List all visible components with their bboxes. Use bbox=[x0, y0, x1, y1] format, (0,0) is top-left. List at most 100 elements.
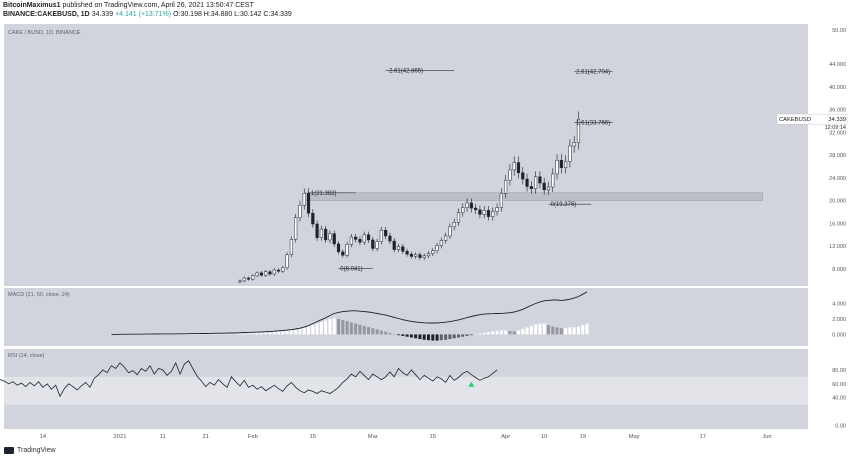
candle-body bbox=[281, 267, 285, 272]
macd-histogram-bar bbox=[349, 322, 353, 335]
macd-histogram-bar bbox=[439, 334, 443, 341]
candle bbox=[371, 236, 375, 252]
macd-histogram-bar bbox=[499, 330, 503, 335]
candle bbox=[302, 188, 306, 210]
candle bbox=[294, 213, 298, 243]
time-tick-label: 15 bbox=[430, 434, 436, 440]
price-tick-label: 28.000 bbox=[829, 153, 846, 159]
macd-histogram-bar bbox=[388, 332, 392, 335]
price-tick-label: 20.000 bbox=[829, 199, 846, 205]
candle-body bbox=[478, 209, 482, 215]
candle bbox=[512, 156, 516, 176]
candle-body bbox=[289, 239, 293, 255]
candle-body bbox=[336, 243, 341, 253]
symbol-name: BINANCE:CAKEBUSD, 1D bbox=[3, 11, 90, 18]
candle bbox=[559, 154, 563, 174]
macd-histogram-bar bbox=[302, 327, 306, 335]
macd-histogram-bar bbox=[367, 327, 371, 335]
candle-body bbox=[366, 234, 371, 241]
candle-body bbox=[349, 236, 353, 245]
candle bbox=[298, 200, 302, 222]
candle-body bbox=[456, 212, 461, 223]
price-tick-label: 16.000 bbox=[829, 221, 846, 227]
candle bbox=[568, 139, 572, 168]
macd-histogram-bar bbox=[255, 333, 259, 335]
macd-histogram-bar bbox=[272, 332, 276, 335]
candle-body bbox=[396, 246, 401, 250]
candle bbox=[495, 203, 499, 216]
candle bbox=[486, 206, 491, 221]
bar-countdown: 12:09:14 bbox=[825, 125, 846, 131]
macd-histogram-bar bbox=[465, 334, 469, 336]
time-tick-label: Mar bbox=[368, 434, 378, 440]
candle bbox=[251, 274, 255, 281]
candle-body bbox=[461, 207, 465, 213]
time-tick-label: 15 bbox=[310, 434, 316, 440]
pane-background bbox=[4, 288, 808, 346]
macd-histogram-bar bbox=[435, 334, 439, 341]
macd-histogram-bar bbox=[538, 323, 542, 335]
candle-body bbox=[298, 204, 302, 218]
candle-body bbox=[276, 269, 281, 272]
macd-histogram-bar bbox=[375, 329, 379, 335]
candle bbox=[452, 218, 456, 231]
candle bbox=[469, 198, 473, 213]
candle bbox=[289, 236, 293, 258]
macd-histogram-bar bbox=[401, 334, 405, 336]
candle bbox=[362, 231, 366, 246]
candle-body bbox=[242, 277, 246, 282]
macd-histogram-bar bbox=[285, 330, 289, 335]
candle-body bbox=[439, 240, 443, 246]
candle bbox=[311, 209, 315, 228]
candle bbox=[499, 188, 503, 212]
price-tick-label: 50.00 bbox=[832, 28, 846, 34]
candle bbox=[435, 242, 439, 254]
candle bbox=[259, 271, 263, 277]
publish-info: published on TradingView.com, April 26, … bbox=[62, 2, 254, 9]
macd-histogram-bar bbox=[585, 323, 589, 335]
candle bbox=[576, 111, 581, 150]
macd-pane: 4.000 2.000 0.000 MACD (21, 50, close, 24) bbox=[8, 291, 846, 341]
rsi-tick-label: 80.00 bbox=[832, 368, 846, 374]
macd-histogram-bar bbox=[341, 320, 345, 335]
candle bbox=[478, 205, 482, 219]
candle bbox=[431, 248, 435, 257]
rsi-pane: 80.00 60.00 40.00 0.00 RSI (14, close) bbox=[0, 353, 846, 430]
candle-body bbox=[555, 160, 559, 175]
candle bbox=[482, 206, 486, 219]
candle-body bbox=[268, 271, 272, 275]
macd-histogram-bar bbox=[504, 330, 508, 335]
macd-histogram-bar bbox=[529, 325, 533, 335]
candle bbox=[366, 231, 371, 243]
time-tick-label: 2021 bbox=[114, 434, 127, 440]
macd-histogram-bar bbox=[495, 330, 499, 335]
author-name[interactable]: BitcoinMaximus1 bbox=[3, 2, 61, 9]
candle-body bbox=[251, 275, 255, 280]
macd-histogram-bar bbox=[525, 327, 529, 335]
candle bbox=[418, 252, 422, 260]
macd-histogram-bar bbox=[508, 330, 512, 335]
rsi-line bbox=[0, 360, 498, 398]
time-axis: 14 2021 11 21 Feb 15 Mar 15 Apr 10 19 May 17 Jun bbox=[40, 434, 772, 440]
candle bbox=[375, 238, 379, 252]
support-zone bbox=[303, 192, 763, 201]
macd-histogram-bar bbox=[478, 333, 482, 335]
macd-histogram-bar bbox=[564, 328, 568, 335]
time-tick-label: Apr bbox=[501, 434, 510, 440]
candle bbox=[246, 276, 251, 281]
candle-body bbox=[435, 245, 439, 251]
candle-body bbox=[405, 251, 409, 255]
candle-body bbox=[341, 251, 345, 256]
candle bbox=[529, 181, 533, 194]
macd-histogram-bar bbox=[542, 323, 546, 335]
candle-body bbox=[414, 254, 418, 257]
macd-histogram-bar bbox=[362, 325, 366, 335]
macd-histogram-bar bbox=[328, 318, 332, 335]
chart-area[interactable]: 50.00 44.000 40.000 36.000 32.000 28.000 24.00… bbox=[0, 24, 850, 446]
candle bbox=[426, 251, 431, 259]
candle bbox=[448, 223, 452, 240]
macd-histogram-bar bbox=[298, 328, 302, 335]
candle bbox=[255, 271, 259, 278]
candle-body bbox=[444, 235, 448, 241]
rsi-signal-marker bbox=[468, 381, 475, 387]
